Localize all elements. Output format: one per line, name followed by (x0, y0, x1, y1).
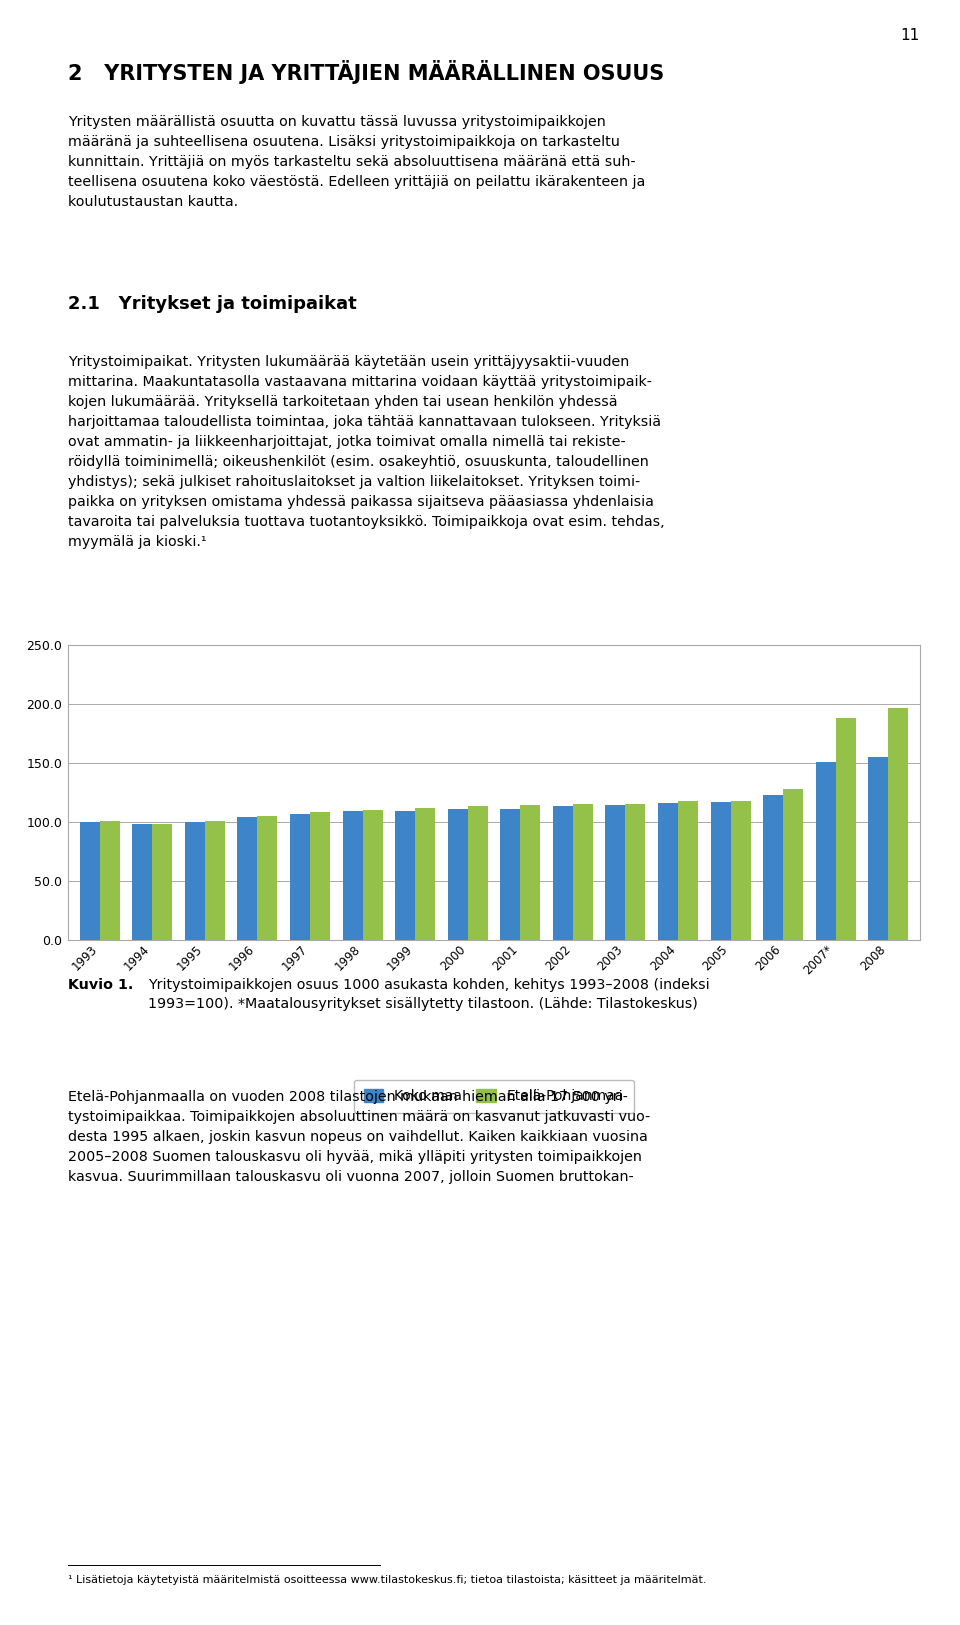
Text: 11: 11 (900, 28, 920, 42)
Bar (888, 707, 908, 939)
Bar (363, 809, 382, 939)
Bar (606, 806, 626, 939)
Text: 2   YRITYSTEN JA YRITTÄJIEN MÄÄRÄLLINEN OSUUS: 2 YRITYSTEN JA YRITTÄJIEN MÄÄRÄLLINEN OS… (68, 60, 664, 84)
Bar (573, 804, 593, 939)
Text: ¹ Lisätietoja käytetyistä määritelmistä osoitteessa www.tilastokeskus.fi; tietoa: ¹ Lisätietoja käytetyistä määritelmistä … (68, 1575, 707, 1584)
Bar (396, 811, 415, 939)
Bar (468, 806, 488, 939)
Bar (290, 814, 310, 939)
Text: 2.1   Yritykset ja toimipaikat: 2.1 Yritykset ja toimipaikat (68, 296, 357, 314)
Bar (626, 804, 645, 939)
Bar (553, 806, 573, 939)
Bar (343, 811, 363, 939)
Text: Yritysten määrällistä osuutta on kuvattu tässä luvussa yritystoimipaikkojen
määr: Yritysten määrällistä osuutta on kuvattu… (68, 115, 645, 210)
Bar (783, 790, 804, 939)
Text: Yritystoimipaikat. Yritysten lukumäärää käytetään usein yrittäjyysaktii­vuuden
m: Yritystoimipaikat. Yritysten lukumäärää … (68, 354, 664, 549)
Bar (204, 821, 225, 939)
Bar (520, 804, 540, 939)
Bar (678, 801, 698, 939)
Text: Kuvio 1.: Kuvio 1. (68, 978, 133, 991)
Bar (152, 824, 172, 939)
Bar (763, 796, 783, 939)
Bar (310, 812, 330, 939)
Bar (659, 803, 678, 939)
Bar (80, 822, 100, 939)
Bar (132, 824, 152, 939)
Bar (816, 762, 836, 939)
Bar (731, 801, 751, 939)
Bar (257, 816, 277, 939)
Bar (100, 821, 120, 939)
Bar (710, 803, 731, 939)
Bar (415, 808, 435, 939)
Bar (836, 718, 855, 939)
Bar (447, 809, 468, 939)
Text: Yritystoimipaikkojen osuus 1000 asukasta kohden, kehitys 1993–2008 (indeksi
1993: Yritystoimipaikkojen osuus 1000 asukasta… (148, 978, 709, 1011)
Bar (237, 817, 257, 939)
Bar (500, 809, 520, 939)
Bar (184, 822, 204, 939)
Bar (869, 757, 888, 939)
Legend: Koko maa, Etelä-Pohjanmaa: Koko maa, Etelä-Pohjanmaa (354, 1079, 634, 1113)
Text: Etelä-Pohjanmaalla on vuoden 2008 tilastojen mukaan hieman alla 17 500 yri-
tyst: Etelä-Pohjanmaalla on vuoden 2008 tilast… (68, 1090, 650, 1185)
